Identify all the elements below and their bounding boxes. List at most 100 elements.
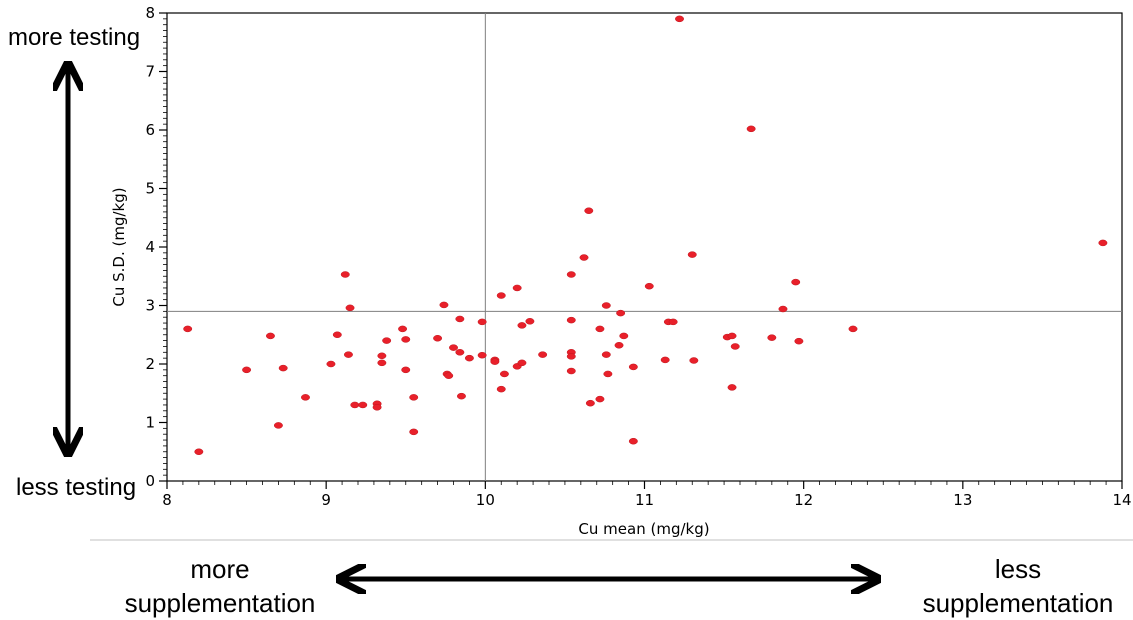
less-testing-label: less testing	[16, 474, 137, 501]
data-point	[401, 366, 411, 374]
y-tick-label: 4	[145, 238, 155, 256]
data-point	[619, 332, 629, 340]
data-point	[273, 422, 283, 429]
data-point	[398, 325, 408, 333]
data-point	[477, 351, 487, 359]
data-point	[616, 309, 626, 317]
data-point	[566, 271, 576, 278]
data-point	[601, 302, 611, 309]
data-point	[382, 337, 392, 344]
data-point	[603, 370, 613, 378]
data-point	[778, 305, 788, 313]
data-point	[455, 315, 465, 323]
data-point	[675, 15, 684, 23]
data-points	[183, 15, 1108, 455]
data-point	[566, 367, 576, 375]
data-point	[332, 331, 342, 338]
more-supplementation-label: more supplementation	[124, 554, 316, 618]
data-point	[433, 335, 443, 342]
data-point	[409, 394, 419, 401]
x-axis-label: Cu mean (mg/kg)	[578, 520, 709, 538]
data-point	[345, 304, 355, 312]
y-tick-label: 2	[145, 355, 155, 373]
data-point	[584, 207, 594, 214]
x-tick-label: 12	[794, 491, 813, 509]
data-point	[1098, 239, 1108, 247]
data-point	[585, 399, 595, 407]
data-point	[477, 318, 487, 326]
data-point	[242, 366, 252, 374]
data-point	[340, 271, 350, 278]
data-point	[266, 332, 275, 340]
more-testing-label: more testing	[8, 24, 141, 51]
data-point	[566, 353, 576, 360]
y-tick-label: 1	[145, 414, 155, 432]
data-point	[791, 278, 801, 286]
data-point	[668, 318, 678, 326]
data-point	[401, 336, 411, 343]
x-tick-label: 8	[162, 491, 172, 509]
data-point	[344, 351, 353, 358]
data-point	[525, 318, 535, 325]
y-tick-label: 3	[145, 297, 155, 315]
data-point	[350, 401, 360, 409]
data-point	[409, 428, 419, 436]
data-point	[644, 282, 654, 290]
x-tick-label: 9	[321, 491, 331, 509]
data-point	[496, 292, 506, 299]
x-tick-label: 11	[635, 491, 654, 509]
y-tick-label: 8	[145, 4, 155, 22]
data-point	[444, 372, 454, 379]
data-point	[794, 337, 804, 345]
data-point	[358, 401, 368, 409]
data-point	[730, 343, 740, 350]
data-point	[490, 358, 500, 365]
data-point	[628, 363, 638, 371]
less-supplementation-label: less supplementation	[922, 554, 1114, 618]
data-point	[278, 364, 288, 372]
data-point	[660, 356, 670, 364]
data-point	[499, 370, 509, 378]
data-point	[183, 325, 193, 333]
data-point	[326, 360, 336, 368]
data-point	[372, 404, 382, 411]
y-tick-label: 7	[145, 63, 155, 81]
data-point	[517, 322, 527, 329]
data-point	[579, 254, 589, 261]
x-tick-label: 13	[953, 491, 972, 509]
data-point	[628, 437, 638, 445]
data-point	[496, 385, 506, 393]
data-point	[377, 359, 387, 367]
data-point	[439, 301, 449, 309]
axis-ticks	[159, 12, 1123, 489]
data-point	[687, 251, 697, 258]
y-tick-label: 6	[145, 121, 155, 139]
data-point	[727, 384, 737, 391]
data-point	[377, 352, 387, 360]
y-tick-label: 0	[145, 472, 155, 490]
data-point	[848, 325, 858, 333]
x-tick-label: 14	[1112, 491, 1131, 509]
data-point	[517, 359, 527, 367]
data-point	[538, 351, 548, 358]
data-point	[595, 395, 605, 403]
data-point	[455, 349, 465, 356]
data-point	[449, 344, 458, 351]
data-point	[595, 325, 605, 333]
plot-frame	[166, 12, 1123, 482]
data-point	[727, 332, 737, 340]
x-tick-label: 10	[476, 491, 495, 509]
data-point	[601, 351, 611, 358]
data-point	[566, 316, 576, 324]
data-point	[689, 357, 699, 364]
data-point	[301, 394, 310, 401]
data-point	[457, 392, 466, 400]
data-point	[512, 284, 522, 292]
y-tick-label: 5	[145, 180, 155, 198]
data-point	[614, 342, 624, 349]
data-point	[767, 334, 777, 341]
data-point	[464, 354, 474, 362]
data-point	[746, 125, 756, 133]
